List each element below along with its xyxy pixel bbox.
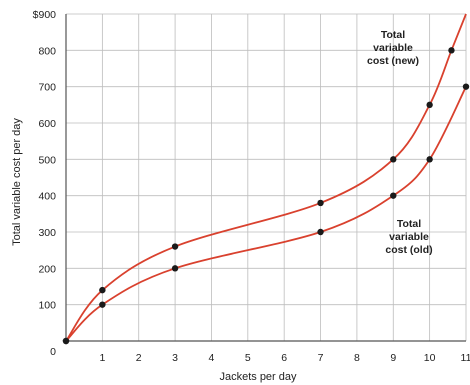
y-tick-label-900: $900: [33, 9, 57, 21]
data-point-new-1: [99, 286, 106, 294]
x-tick-label-1: 1: [99, 352, 105, 364]
x-tick-label-3: 3: [172, 352, 178, 364]
grid: [66, 13, 467, 341]
y-tick-label-300: 300: [38, 227, 56, 239]
y-tick-label-500: 500: [38, 154, 56, 166]
series-label-old-line-2: cost (old): [385, 244, 432, 256]
x-tick-label-7: 7: [318, 352, 324, 364]
tick-labels: 0 100 200 300 400 500 600 700 800 $900 1 2 3 4 5 6 7 8 9 10…: [33, 9, 470, 364]
series-label-old-line-0: Total: [397, 218, 421, 230]
series-line-new: [65, 13, 467, 342]
x-tick-label-10: 10: [424, 352, 436, 364]
series-label-old-line-1: variable: [389, 231, 429, 243]
data-point-old-6: [462, 83, 470, 90]
series-layer: [62, 13, 470, 345]
data-point-new-3: [317, 199, 324, 207]
x-tick-label-2: 2: [136, 352, 142, 364]
y-tick-label-600: 600: [38, 118, 56, 130]
x-tick-label-8: 8: [354, 352, 360, 364]
series-label-new: Total variable cost (new): [367, 29, 419, 67]
x-tick-label-5: 5: [245, 352, 251, 364]
data-point-new-5: [426, 101, 433, 109]
series-labels: Total variable cost (new)Total variable cost…: [367, 29, 433, 256]
y-tick-label-100: 100: [38, 300, 56, 312]
data-point-old-2: [171, 265, 179, 272]
data-point-new-4: [390, 156, 397, 163]
data-point-old-4: [390, 192, 397, 199]
y-tick-label-400: 400: [38, 191, 56, 203]
y-tick-label-700: 700: [38, 82, 56, 94]
series-label-new-line-2: cost (new): [367, 55, 419, 67]
x-tick-label-4: 4: [209, 352, 215, 364]
series-line-old: [65, 86, 467, 342]
series-label-new-line-0: Total: [381, 29, 405, 41]
data-point-old-1: [99, 301, 106, 308]
y-tick-label-0: 0: [50, 346, 56, 358]
x-axis-title: Jackets per day: [219, 371, 297, 383]
data-point-new-2: [171, 243, 179, 250]
y-tick-label-800: 800: [38, 45, 56, 57]
data-point-old-0: [62, 337, 70, 345]
data-point-new-6: [448, 47, 455, 54]
data-point-old-3: [317, 228, 324, 236]
data-point-old-5: [426, 156, 433, 163]
series-label-new-line-1: variable: [373, 42, 413, 54]
x-tick-label-9: 9: [390, 352, 396, 364]
y-axis-title: Total variable cost per day: [11, 118, 23, 246]
x-tick-label-6: 6: [281, 352, 287, 364]
axes: [65, 14, 466, 342]
x-tick-label-11: 11: [461, 352, 470, 364]
y-tick-label-200: 200: [38, 263, 56, 275]
series-label-old: Total variable cost (old): [385, 218, 432, 256]
